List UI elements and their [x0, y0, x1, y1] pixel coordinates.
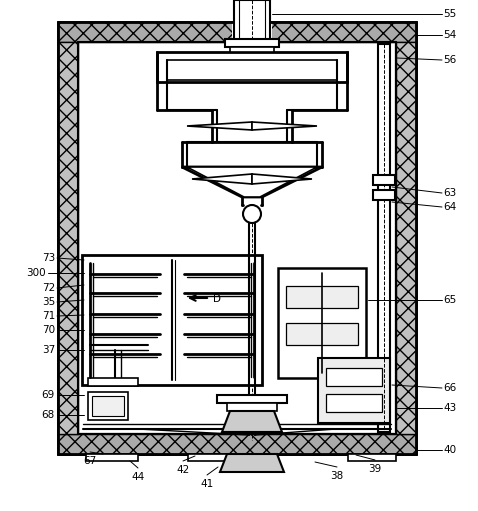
Text: 70: 70 — [42, 325, 55, 335]
Bar — [326, 394, 382, 412]
Text: D: D — [213, 294, 221, 304]
Text: 40: 40 — [443, 445, 456, 455]
Bar — [318, 358, 390, 423]
Polygon shape — [222, 411, 282, 432]
Bar — [234, 0, 270, 44]
Text: 300: 300 — [26, 268, 46, 278]
Bar — [278, 268, 366, 378]
Polygon shape — [187, 167, 317, 197]
Bar — [378, 44, 390, 432]
Bar — [227, 403, 277, 411]
Polygon shape — [192, 174, 252, 184]
Text: 72: 72 — [42, 283, 55, 293]
Text: 63: 63 — [443, 188, 456, 198]
Bar — [396, 42, 416, 434]
Text: 65: 65 — [443, 295, 456, 305]
Bar — [286, 323, 358, 345]
Bar — [217, 395, 287, 403]
Circle shape — [243, 205, 261, 223]
Polygon shape — [252, 122, 317, 130]
Bar — [58, 22, 416, 454]
Bar — [82, 255, 262, 385]
Text: 39: 39 — [369, 464, 381, 474]
Bar — [78, 42, 396, 434]
Text: 54: 54 — [443, 30, 456, 40]
Bar — [232, 22, 272, 47]
Bar — [86, 454, 138, 461]
Text: 69: 69 — [42, 390, 55, 400]
Bar — [286, 286, 358, 308]
Bar — [348, 454, 396, 461]
Bar — [80, 44, 394, 432]
Text: 55: 55 — [443, 9, 456, 19]
Bar — [92, 396, 124, 416]
Bar — [88, 378, 138, 386]
Bar — [326, 368, 382, 386]
Bar — [230, 47, 274, 52]
Bar — [157, 52, 347, 82]
Bar — [225, 39, 279, 47]
Text: 68: 68 — [42, 410, 55, 420]
Text: 73: 73 — [42, 253, 55, 263]
Bar — [188, 454, 230, 461]
Polygon shape — [182, 167, 322, 197]
Bar — [88, 392, 128, 420]
Text: 42: 42 — [176, 465, 190, 475]
Bar — [58, 22, 416, 42]
Text: 67: 67 — [83, 456, 97, 466]
Text: 41: 41 — [200, 479, 214, 489]
Text: 37: 37 — [42, 345, 55, 355]
Bar — [167, 60, 337, 80]
Bar — [373, 175, 395, 185]
Bar — [373, 190, 395, 200]
Text: 35: 35 — [42, 297, 55, 307]
Text: 66: 66 — [443, 383, 456, 393]
Text: 44: 44 — [131, 472, 145, 482]
Text: 64: 64 — [443, 202, 456, 212]
Text: 38: 38 — [330, 471, 344, 481]
Bar — [58, 434, 416, 454]
Bar — [78, 42, 396, 434]
Polygon shape — [252, 174, 312, 184]
Text: 56: 56 — [443, 55, 456, 65]
Bar — [58, 42, 78, 434]
Text: 71: 71 — [42, 311, 55, 321]
Polygon shape — [187, 122, 252, 130]
Text: 43: 43 — [443, 403, 456, 413]
Polygon shape — [220, 454, 284, 472]
